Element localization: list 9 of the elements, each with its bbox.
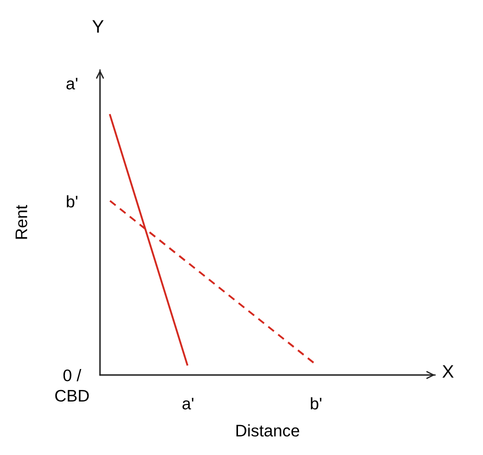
- text: a': [66, 78, 78, 90]
- text: a': [182, 398, 194, 410]
- text: b': [66, 195, 78, 208]
- text: 0 / CBD: [55, 369, 89, 402]
- text: b': [310, 397, 322, 410]
- text: X: [442, 365, 454, 378]
- text: Y: [92, 20, 104, 33]
- x-axis-title: Distance: [236, 424, 300, 437]
- y-axis-title: Rent: [16, 205, 28, 239]
